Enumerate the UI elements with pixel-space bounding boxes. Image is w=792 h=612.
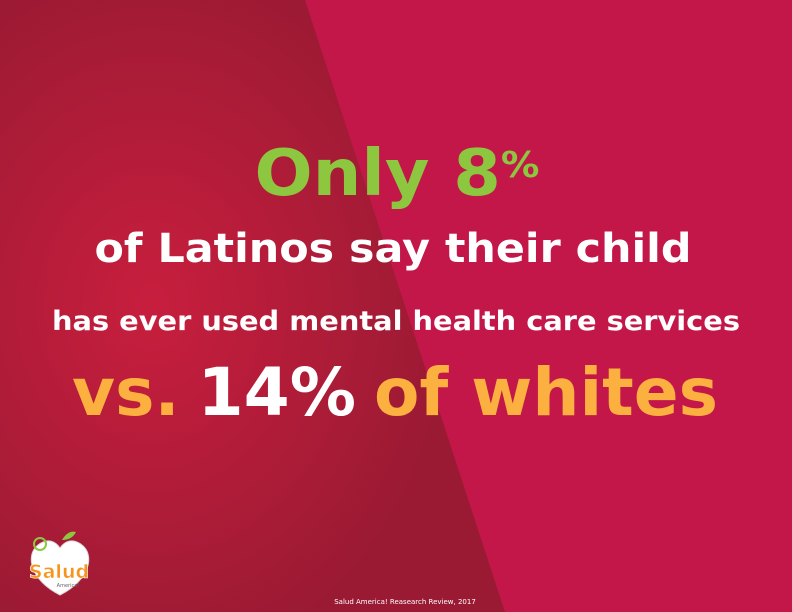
logo-heart bbox=[30, 540, 90, 596]
footer-source: Salud America! Reasearch Review, 2017 bbox=[334, 598, 476, 606]
logo: Salud America! bbox=[29, 531, 90, 596]
logo-name: Salud bbox=[29, 561, 89, 583]
lead-text: Only 8 bbox=[255, 137, 501, 211]
logo-swirl bbox=[33, 537, 47, 551]
logo-leaf bbox=[62, 531, 76, 540]
logo-sub: America! bbox=[57, 583, 80, 589]
headline-line3: has ever used mental health care service… bbox=[52, 306, 740, 337]
headline-line2: of Latinos say their child bbox=[95, 226, 692, 272]
headline-compare: vs. 14% of whites bbox=[72, 354, 718, 431]
compare-prefix: vs. bbox=[72, 354, 180, 431]
lead-unit: % bbox=[501, 145, 540, 186]
compare-value: 14% bbox=[198, 354, 356, 431]
compare-suffix: of whites bbox=[374, 354, 718, 431]
headline-lead: Only 8% bbox=[255, 137, 540, 211]
background-left bbox=[0, 0, 505, 612]
